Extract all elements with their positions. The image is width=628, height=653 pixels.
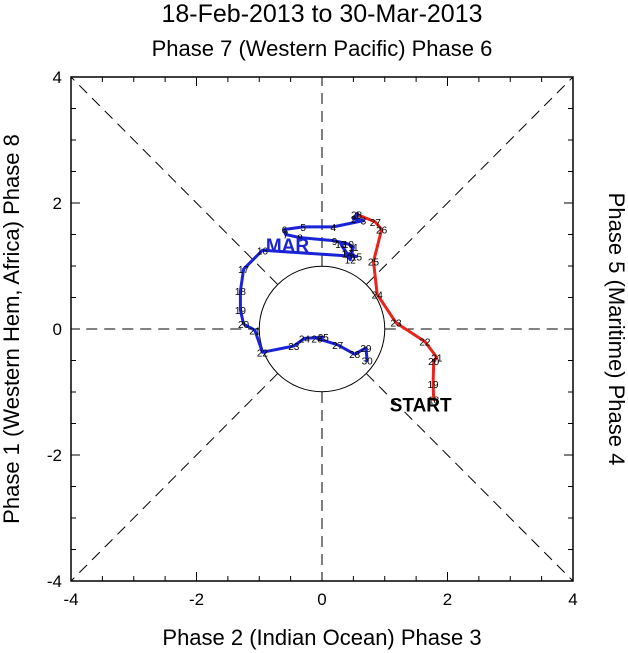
day-label: 23 [288, 342, 300, 353]
x-tick-label: -2 [189, 590, 204, 609]
day-label: 25 [318, 333, 330, 344]
day-label: 24 [299, 334, 311, 345]
y-tick-label: -2 [47, 446, 62, 465]
day-label: 27 [332, 341, 344, 352]
day-label: 27 [370, 218, 382, 229]
trace-february [355, 212, 439, 402]
axis-ticks [70, 76, 574, 582]
phase-divider-line [70, 76, 278, 285]
series-traces [238, 212, 439, 402]
x-tick-label: 4 [568, 590, 577, 609]
day-label: 25 [368, 258, 380, 269]
day-label: 7 [283, 231, 289, 242]
day-label: 13 [335, 240, 347, 251]
day-label: 9 [332, 237, 338, 248]
day-label: 5 [300, 223, 306, 234]
start-label: START [390, 396, 452, 417]
day-label: 26 [311, 334, 323, 345]
bottom-phase-label: Phase 2 (Indian Ocean) Phase 3 [162, 625, 481, 650]
y-tick-label: 4 [53, 68, 62, 87]
y-tick-label: -4 [47, 572, 62, 591]
day-label: 3 [361, 217, 367, 228]
day-label: 15 [351, 253, 363, 264]
day-label: 2 [351, 215, 357, 226]
day-label: 16 [257, 246, 269, 257]
day-label: 17 [238, 265, 250, 276]
day-label: 18 [428, 396, 440, 407]
day-label: 19 [235, 306, 247, 317]
day-label: 29 [360, 344, 372, 355]
x-tick-label: 0 [317, 590, 326, 609]
day-label: 28 [351, 210, 363, 221]
day-label: 21 [431, 353, 443, 364]
chart-title: 18-Feb-2013 to 30-Mar-2013 [161, 0, 482, 28]
left-phase-label: Phase 1 (Western Hem, Africa) Phase 8 [0, 134, 24, 524]
x-tick-label: -4 [63, 590, 78, 609]
phase-dividers [70, 76, 574, 582]
day-label: 23 [390, 319, 402, 330]
day-label: 30 [362, 357, 374, 368]
y-tick-label: 2 [53, 194, 62, 213]
day-label: 22 [257, 348, 269, 359]
day-label: 12 [345, 256, 357, 267]
trace-march [238, 212, 369, 362]
right-phase-label: Phase 5 (Maritime) Phase 4 [604, 193, 628, 466]
day-label: 11 [348, 243, 359, 254]
day-label: 8 [297, 234, 303, 245]
x-tick-label: 2 [443, 590, 452, 609]
phase-divider-line [366, 373, 574, 582]
day-label: 24 [372, 290, 384, 301]
unit-circle [258, 265, 386, 393]
day-label: 18 [235, 287, 247, 298]
day-label: 20 [428, 357, 440, 368]
day-label: 6 [282, 225, 288, 236]
day-label: 20 [238, 320, 250, 331]
day-label: 22 [419, 338, 431, 349]
top-phase-label: Phase 7 (Western Pacific) Phase 6 [152, 36, 493, 61]
day-label: 28 [349, 350, 361, 361]
day-label: 14 [342, 249, 354, 260]
day-label: 10 [343, 240, 355, 251]
day-label: 1 [355, 210, 361, 221]
phase-divider-line [70, 373, 278, 582]
day-label: 19 [428, 380, 440, 391]
day-label: 21 [249, 326, 261, 337]
day-label: 4 [331, 223, 337, 234]
day-label: 26 [376, 225, 388, 236]
phase-divider-line [366, 76, 574, 285]
month-label-mar: MAR [266, 236, 310, 257]
y-tick-label: 0 [53, 320, 62, 339]
